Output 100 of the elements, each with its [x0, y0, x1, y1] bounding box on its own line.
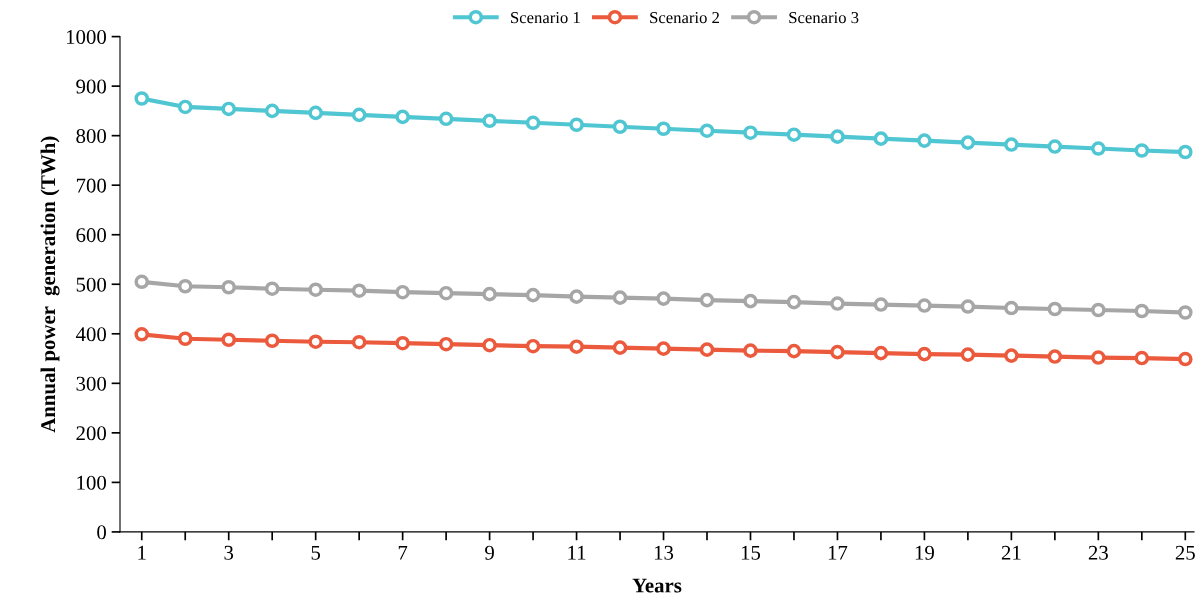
point — [438, 111, 454, 127]
point — [1134, 350, 1150, 366]
point — [786, 294, 802, 310]
x-tick-label: 23 — [1088, 545, 1108, 560]
point — [1178, 305, 1193, 320]
x-tick-label: 21 — [1001, 545, 1021, 560]
point — [482, 113, 497, 129]
point — [960, 135, 976, 150]
point — [438, 285, 454, 301]
point — [1178, 351, 1193, 367]
point — [960, 299, 976, 314]
point — [1047, 139, 1063, 154]
point — [482, 337, 497, 353]
y-axis-title: Annual power generation (TWh) — [40, 136, 60, 433]
point — [351, 334, 367, 350]
x-tick-label: 13 — [654, 545, 674, 560]
point — [482, 286, 497, 302]
point — [960, 347, 976, 362]
point — [395, 335, 410, 351]
point — [830, 344, 845, 360]
point — [221, 332, 236, 348]
point — [438, 336, 454, 352]
point — [743, 343, 758, 358]
point — [873, 345, 889, 361]
point — [873, 297, 889, 312]
y-tick-label: 300 — [76, 376, 107, 391]
point — [525, 287, 541, 303]
point — [395, 109, 410, 125]
point — [786, 343, 802, 359]
point — [395, 284, 410, 300]
point — [917, 133, 932, 148]
point — [1178, 144, 1193, 160]
point — [917, 346, 932, 362]
point — [1091, 302, 1106, 318]
point — [134, 326, 150, 342]
point — [917, 298, 932, 313]
x-tick-label: 17 — [828, 545, 848, 560]
y-tick-label: 1000 — [66, 29, 107, 45]
y-tick-label: 500 — [76, 277, 107, 292]
point — [1004, 348, 1019, 363]
x-tick-label: 25 — [1175, 545, 1195, 560]
point — [1047, 301, 1063, 317]
point — [569, 339, 584, 354]
point — [830, 296, 845, 311]
y-tick-label: 0 — [97, 525, 107, 540]
point — [873, 131, 889, 146]
point — [177, 331, 193, 347]
point — [134, 274, 150, 290]
point — [1004, 300, 1019, 316]
point — [1091, 350, 1106, 365]
point — [612, 119, 628, 135]
point — [525, 338, 541, 354]
point — [656, 341, 671, 356]
legend-label: Scenario 1 — [511, 12, 580, 24]
point — [264, 333, 280, 349]
point — [221, 101, 236, 117]
point — [1091, 141, 1106, 156]
x-tick-label: 11 — [568, 545, 586, 560]
x-tick-label: 7 — [398, 545, 408, 560]
point — [1004, 137, 1019, 152]
y-tick-label: 400 — [75, 327, 107, 342]
point — [1134, 143, 1150, 158]
point — [264, 281, 280, 297]
point — [1047, 349, 1063, 364]
point — [830, 129, 845, 144]
point — [134, 91, 150, 106]
y-tick-label: 100 — [77, 475, 107, 490]
point — [569, 289, 584, 304]
point — [351, 283, 367, 298]
point — [177, 278, 193, 294]
point — [699, 123, 715, 139]
point — [699, 292, 715, 308]
point — [525, 115, 541, 131]
point — [1134, 303, 1150, 319]
y-tick-label: 600 — [76, 228, 107, 243]
point — [656, 121, 671, 137]
y-tick-label: 700 — [76, 178, 107, 193]
point — [264, 103, 280, 119]
point — [656, 291, 671, 306]
x-axis-title: Years — [632, 578, 682, 593]
point — [612, 340, 628, 355]
point — [786, 127, 802, 142]
legend-label: Scenario 2 — [650, 12, 719, 24]
x-tick-label: 5 — [311, 545, 321, 560]
point — [177, 99, 193, 115]
point — [743, 125, 758, 140]
point — [308, 282, 323, 297]
y-tick-label: 800 — [76, 129, 107, 144]
x-tick-label: 1 — [138, 545, 146, 560]
point — [612, 290, 628, 305]
y-tick-label: 200 — [76, 426, 107, 441]
point — [699, 342, 715, 357]
x-tick-label: 15 — [741, 545, 761, 560]
point — [743, 293, 758, 309]
point — [351, 107, 367, 123]
point — [569, 117, 584, 133]
x-tick-label: 3 — [224, 545, 234, 560]
y-tick-label: 900 — [76, 79, 107, 94]
x-tick-label: 9 — [485, 545, 494, 560]
point — [308, 334, 323, 350]
